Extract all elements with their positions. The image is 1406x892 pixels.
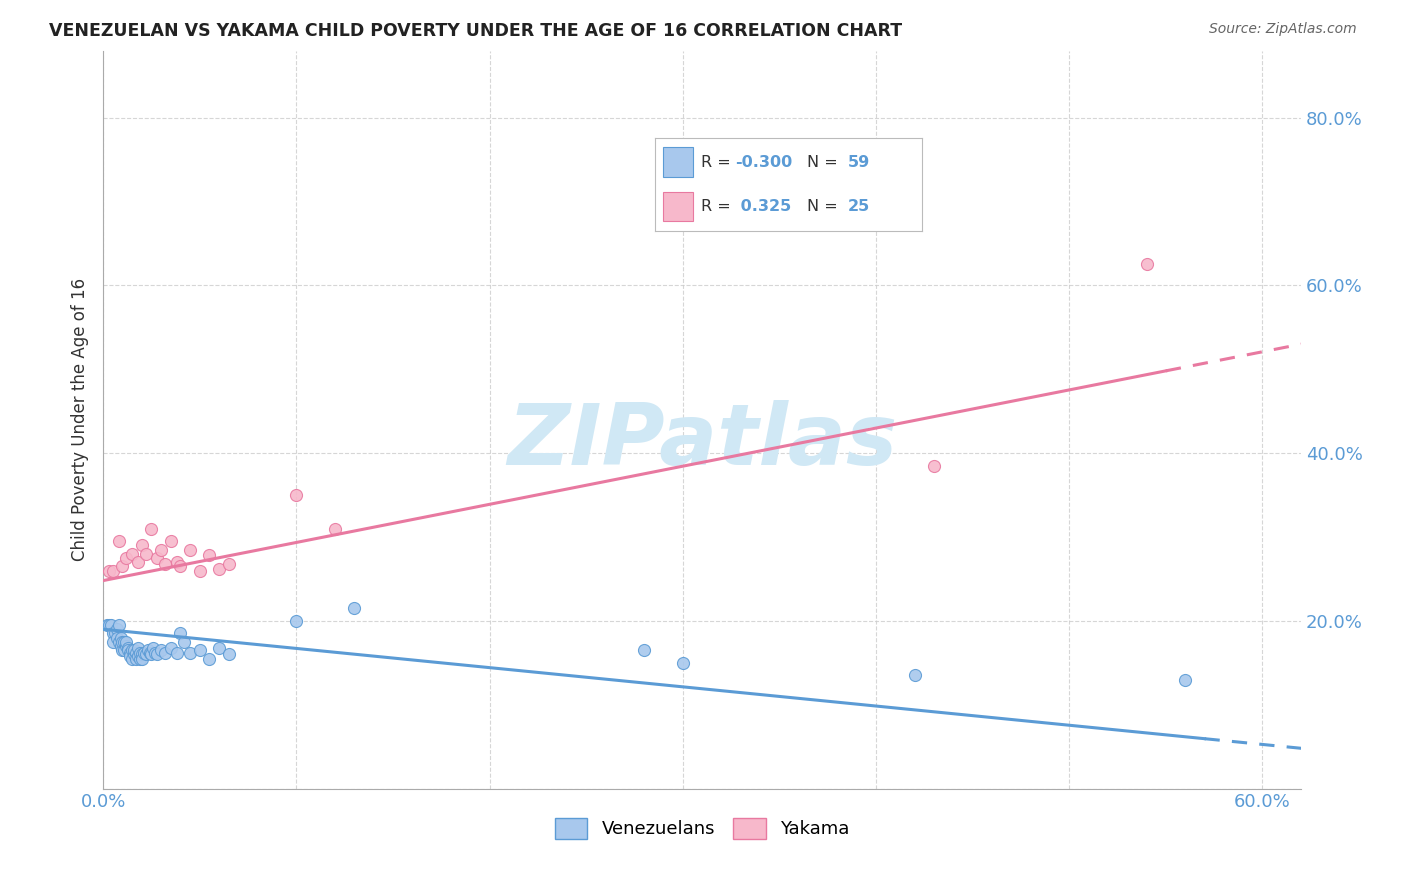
- Point: [131, 648, 153, 662]
- Point: [141, 522, 163, 536]
- Text: N =: N =: [807, 154, 844, 169]
- Text: 0.325: 0.325: [735, 199, 792, 214]
- Text: R =: R =: [700, 199, 735, 214]
- Point: [188, 643, 211, 657]
- Point: [111, 559, 134, 574]
- Point: [166, 646, 188, 660]
- Point: [143, 646, 166, 660]
- Text: N =: N =: [807, 199, 844, 214]
- Point: [218, 648, 240, 662]
- Text: R =: R =: [700, 154, 735, 169]
- Point: [120, 646, 142, 660]
- Text: -0.300: -0.300: [735, 154, 793, 169]
- Point: [142, 640, 165, 655]
- Point: [117, 643, 139, 657]
- Point: [150, 643, 173, 657]
- Point: [120, 648, 142, 663]
- Point: [904, 668, 927, 682]
- Point: [101, 564, 124, 578]
- Point: [121, 643, 143, 657]
- Point: [104, 626, 127, 640]
- Point: [131, 538, 153, 552]
- Point: [136, 643, 159, 657]
- Text: VENEZUELAN VS YAKAMA CHILD POVERTY UNDER THE AGE OF 16 CORRELATION CHART: VENEZUELAN VS YAKAMA CHILD POVERTY UNDER…: [49, 22, 903, 40]
- Y-axis label: Child Poverty Under the Age of 16: Child Poverty Under the Age of 16: [72, 278, 89, 561]
- Text: 25: 25: [848, 199, 870, 214]
- Point: [179, 646, 201, 660]
- Point: [117, 640, 139, 655]
- Point: [169, 626, 191, 640]
- Point: [101, 626, 124, 640]
- Point: [166, 555, 188, 569]
- Point: [285, 488, 308, 502]
- Point: [159, 534, 181, 549]
- Point: [169, 559, 191, 574]
- Point: [285, 614, 308, 628]
- Point: [135, 648, 157, 662]
- Point: [115, 639, 138, 653]
- Point: [188, 564, 211, 578]
- Point: [97, 618, 120, 632]
- Point: [107, 618, 129, 632]
- Point: [110, 631, 132, 645]
- Point: [208, 562, 231, 576]
- Point: [179, 542, 201, 557]
- Point: [107, 635, 129, 649]
- Point: [146, 551, 169, 566]
- Point: [138, 646, 160, 660]
- Point: [159, 640, 181, 655]
- Point: [128, 651, 150, 665]
- Point: [125, 651, 148, 665]
- Point: [122, 648, 145, 662]
- Point: [115, 635, 138, 649]
- Point: [125, 646, 148, 660]
- Point: [121, 651, 143, 665]
- Point: [121, 547, 143, 561]
- Point: [127, 555, 149, 569]
- Point: [922, 458, 945, 473]
- Point: [153, 557, 176, 571]
- Point: [100, 618, 122, 632]
- Point: [111, 643, 134, 657]
- Point: [115, 551, 138, 566]
- Point: [343, 601, 366, 615]
- Point: [105, 622, 128, 636]
- Point: [153, 646, 176, 660]
- Point: [122, 643, 145, 657]
- Point: [131, 651, 153, 665]
- Point: [128, 646, 150, 660]
- Point: [1174, 673, 1197, 687]
- Point: [112, 643, 135, 657]
- Point: [141, 648, 163, 662]
- Point: [112, 635, 135, 649]
- Text: ZIPatlas: ZIPatlas: [508, 401, 897, 483]
- Point: [198, 549, 221, 563]
- Point: [101, 635, 124, 649]
- Bar: [664, 147, 693, 177]
- Point: [111, 635, 134, 649]
- Point: [97, 564, 120, 578]
- Point: [672, 656, 695, 670]
- Point: [132, 646, 155, 660]
- Text: Source: ZipAtlas.com: Source: ZipAtlas.com: [1209, 22, 1357, 37]
- Point: [1135, 258, 1157, 272]
- Point: [110, 639, 132, 653]
- Point: [127, 648, 149, 663]
- Point: [218, 557, 240, 571]
- Point: [107, 534, 129, 549]
- Point: [323, 522, 346, 536]
- Point: [127, 640, 149, 655]
- Point: [208, 640, 231, 655]
- Text: 59: 59: [848, 154, 870, 169]
- Bar: [664, 192, 693, 221]
- Point: [96, 618, 118, 632]
- Point: [146, 648, 169, 662]
- Point: [198, 651, 221, 665]
- Point: [105, 631, 128, 645]
- Point: [633, 643, 655, 657]
- Point: [150, 542, 173, 557]
- Point: [135, 547, 157, 561]
- Legend: Venezuelans, Yakama: Venezuelans, Yakama: [547, 811, 856, 846]
- Point: [173, 635, 195, 649]
